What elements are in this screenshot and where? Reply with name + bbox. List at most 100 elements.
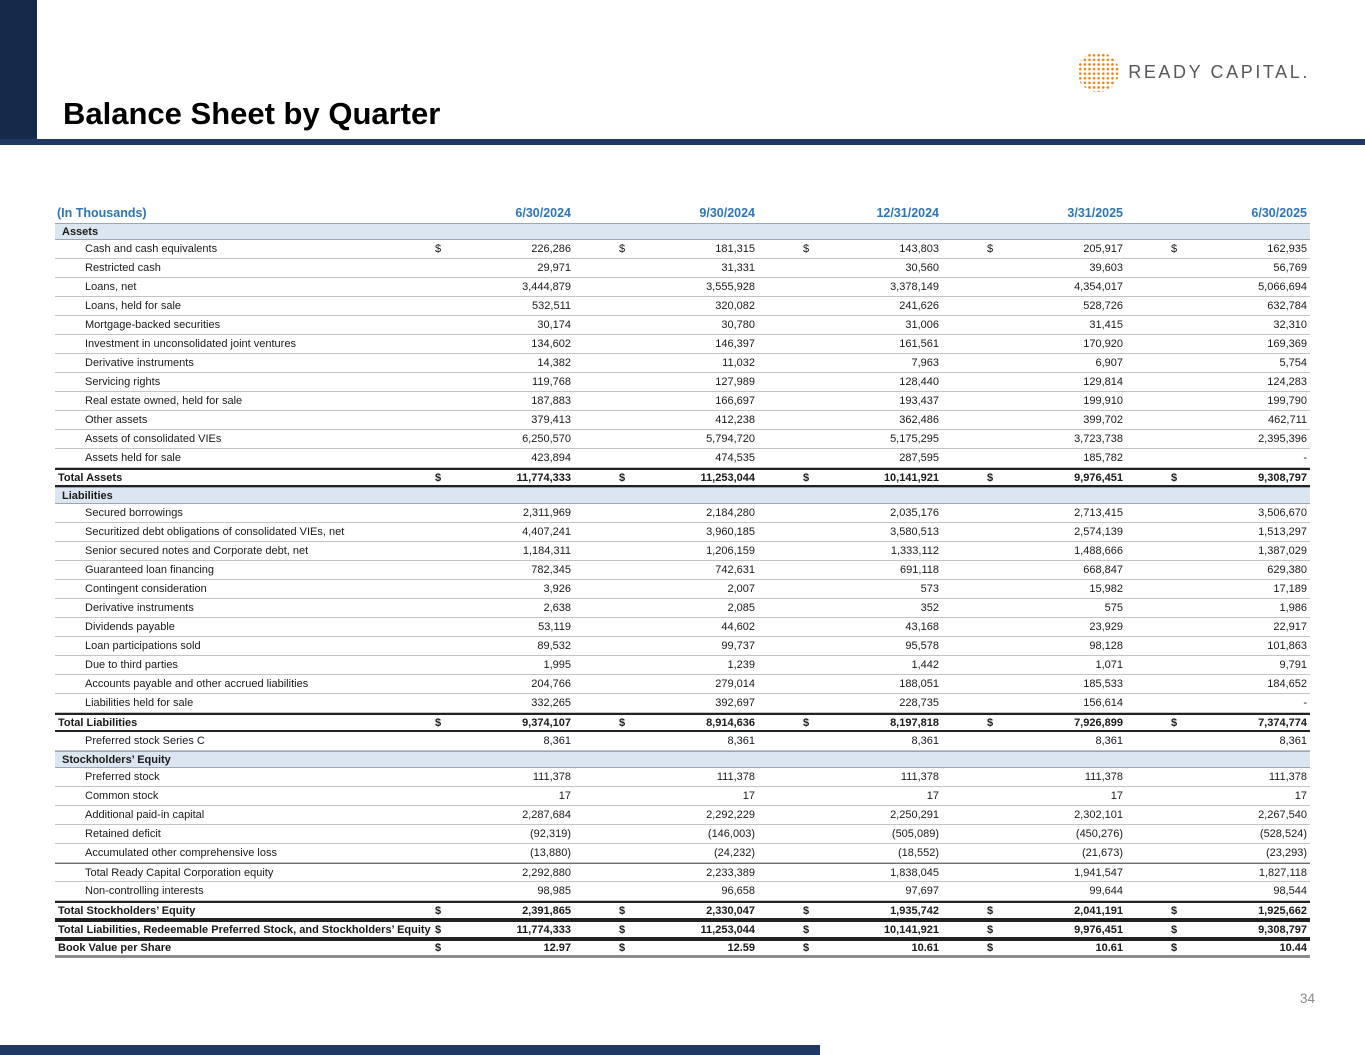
value: 199,790 bbox=[1267, 395, 1307, 407]
value: 1,838,045 bbox=[890, 866, 939, 879]
value-cell: 362,486 bbox=[757, 414, 941, 426]
value-cell: 1,995 bbox=[389, 659, 573, 671]
value: 1,986 bbox=[1279, 602, 1307, 614]
value: 399,702 bbox=[1083, 414, 1123, 426]
value-cell: 29,971 bbox=[389, 262, 573, 274]
value: 2,287,684 bbox=[522, 809, 571, 821]
value: 127,989 bbox=[715, 376, 755, 388]
row-label: Book Value per Share bbox=[58, 942, 172, 954]
value: 162,935 bbox=[1267, 243, 1307, 255]
value-cell: 2,267,540 bbox=[1125, 809, 1309, 821]
row-label: Total Stockholders’ Equity bbox=[58, 904, 196, 917]
value: 17 bbox=[926, 790, 939, 802]
row-label: Assets held for sale bbox=[85, 452, 181, 464]
value: 30,560 bbox=[905, 262, 939, 274]
value: 44,602 bbox=[721, 621, 755, 633]
value: 17 bbox=[1294, 790, 1307, 802]
value-cell: 5,066,694 bbox=[1125, 281, 1309, 293]
value: 320,082 bbox=[715, 300, 755, 312]
value: 14,382 bbox=[537, 357, 571, 369]
data-row: Assets held for sale 423,894 474,535 287,59… bbox=[55, 449, 1310, 468]
value-cell: 111,378 bbox=[389, 771, 573, 783]
value: 532,511 bbox=[532, 300, 571, 312]
value-cell: $1,935,742 bbox=[757, 905, 941, 917]
value-cell: 1,206,159 bbox=[573, 545, 757, 557]
value: 43,168 bbox=[905, 621, 939, 633]
value: 10.44 bbox=[1279, 942, 1307, 954]
data-row: Non-controlling interests 98,985 96,658 97,… bbox=[55, 882, 1310, 901]
value-cell: 170,920 bbox=[941, 338, 1125, 350]
value: 111,378 bbox=[1268, 771, 1307, 783]
data-row: Accumulated other comprehensive loss (13,… bbox=[55, 844, 1310, 863]
value-cell: 742,631 bbox=[573, 564, 757, 576]
dollar-sign: $ bbox=[1171, 243, 1178, 255]
row-label: Common stock bbox=[85, 790, 159, 802]
dollar-sign: $ bbox=[987, 716, 994, 729]
value: 5,794,720 bbox=[706, 433, 755, 445]
value-cell: 2,233,389 bbox=[573, 867, 757, 879]
value: 1,387,029 bbox=[1258, 545, 1307, 557]
value: 226,286 bbox=[531, 243, 571, 255]
value-cell: $9,308,797 bbox=[1125, 472, 1309, 484]
value: 1,333,112 bbox=[890, 545, 939, 557]
row-label: Preferred stock bbox=[85, 771, 160, 783]
value-cell: 53,119 bbox=[389, 621, 573, 633]
row-label: Servicing rights bbox=[85, 376, 161, 388]
value-cell: 423,894 bbox=[389, 452, 573, 464]
dollar-sign: $ bbox=[619, 923, 626, 936]
value-cell: $12.59 bbox=[573, 942, 757, 954]
value-cell: 98,985 bbox=[389, 885, 573, 897]
value: 782,345 bbox=[531, 564, 571, 576]
value-cell: 532,511 bbox=[389, 300, 573, 312]
value-cell: (24,232) bbox=[573, 847, 757, 859]
value: 9,308,797 bbox=[1258, 923, 1307, 936]
value: (21,673) bbox=[1082, 847, 1123, 859]
total-row: Total Stockholders’ Equity $2,391,865 $2,3… bbox=[55, 901, 1310, 920]
value: 9,374,107 bbox=[522, 716, 571, 729]
value-cell: $226,286 bbox=[389, 243, 573, 255]
value-cell: 668,847 bbox=[941, 564, 1125, 576]
value-cell: 1,184,311 bbox=[389, 545, 573, 557]
value: 7,926,899 bbox=[1074, 716, 1123, 729]
value: 128,440 bbox=[899, 376, 939, 388]
value: - bbox=[1303, 452, 1307, 464]
row-label: Total Ready Capital Corporation equity bbox=[85, 866, 274, 879]
value-cell: 127,989 bbox=[573, 376, 757, 388]
row-label: Other assets bbox=[85, 414, 148, 426]
value: 228,735 bbox=[899, 697, 939, 709]
value: 362,486 bbox=[899, 414, 939, 426]
value: 5,754 bbox=[1279, 357, 1307, 369]
value-cell: 1,941,547 bbox=[941, 867, 1125, 879]
row-label: Secured borrowings bbox=[85, 507, 183, 519]
value-cell: 3,926 bbox=[389, 583, 573, 595]
value-cell: 193,437 bbox=[757, 395, 941, 407]
value: 12.97 bbox=[543, 942, 571, 954]
value: 30,174 bbox=[537, 319, 571, 331]
row-label: Stockholders’ Equity bbox=[62, 753, 171, 766]
value: 573 bbox=[920, 583, 939, 595]
value: 5,175,295 bbox=[890, 433, 939, 445]
dollar-sign: $ bbox=[803, 716, 810, 729]
value: 32,310 bbox=[1273, 319, 1307, 331]
value-cell: (528,524) bbox=[1125, 828, 1309, 840]
dollar-sign: $ bbox=[803, 942, 810, 954]
value: 17 bbox=[558, 790, 571, 802]
value: (528,524) bbox=[1259, 828, 1307, 840]
value-cell: 241,626 bbox=[757, 300, 941, 312]
value-cell: 96,658 bbox=[573, 885, 757, 897]
total-row: Total Liabilities, Redeemable Preferred … bbox=[55, 920, 1310, 939]
value: 30,780 bbox=[721, 319, 755, 331]
row-label: Retained deficit bbox=[85, 828, 161, 840]
value-cell: 39,603 bbox=[941, 262, 1125, 274]
value: 146,397 bbox=[715, 338, 755, 350]
value: 1,827,118 bbox=[1258, 866, 1307, 879]
value: 1,513,297 bbox=[1258, 526, 1307, 538]
value-cell: 1,513,297 bbox=[1125, 526, 1309, 538]
value: 1,184,311 bbox=[522, 545, 571, 557]
units-label: (In Thousands) bbox=[57, 206, 147, 220]
value-cell: 2,574,139 bbox=[941, 526, 1125, 538]
value: 2,233,389 bbox=[706, 866, 755, 879]
value: 1,442 bbox=[911, 659, 939, 671]
value-cell: 2,292,880 bbox=[389, 867, 573, 879]
value-cell: 399,702 bbox=[941, 414, 1125, 426]
